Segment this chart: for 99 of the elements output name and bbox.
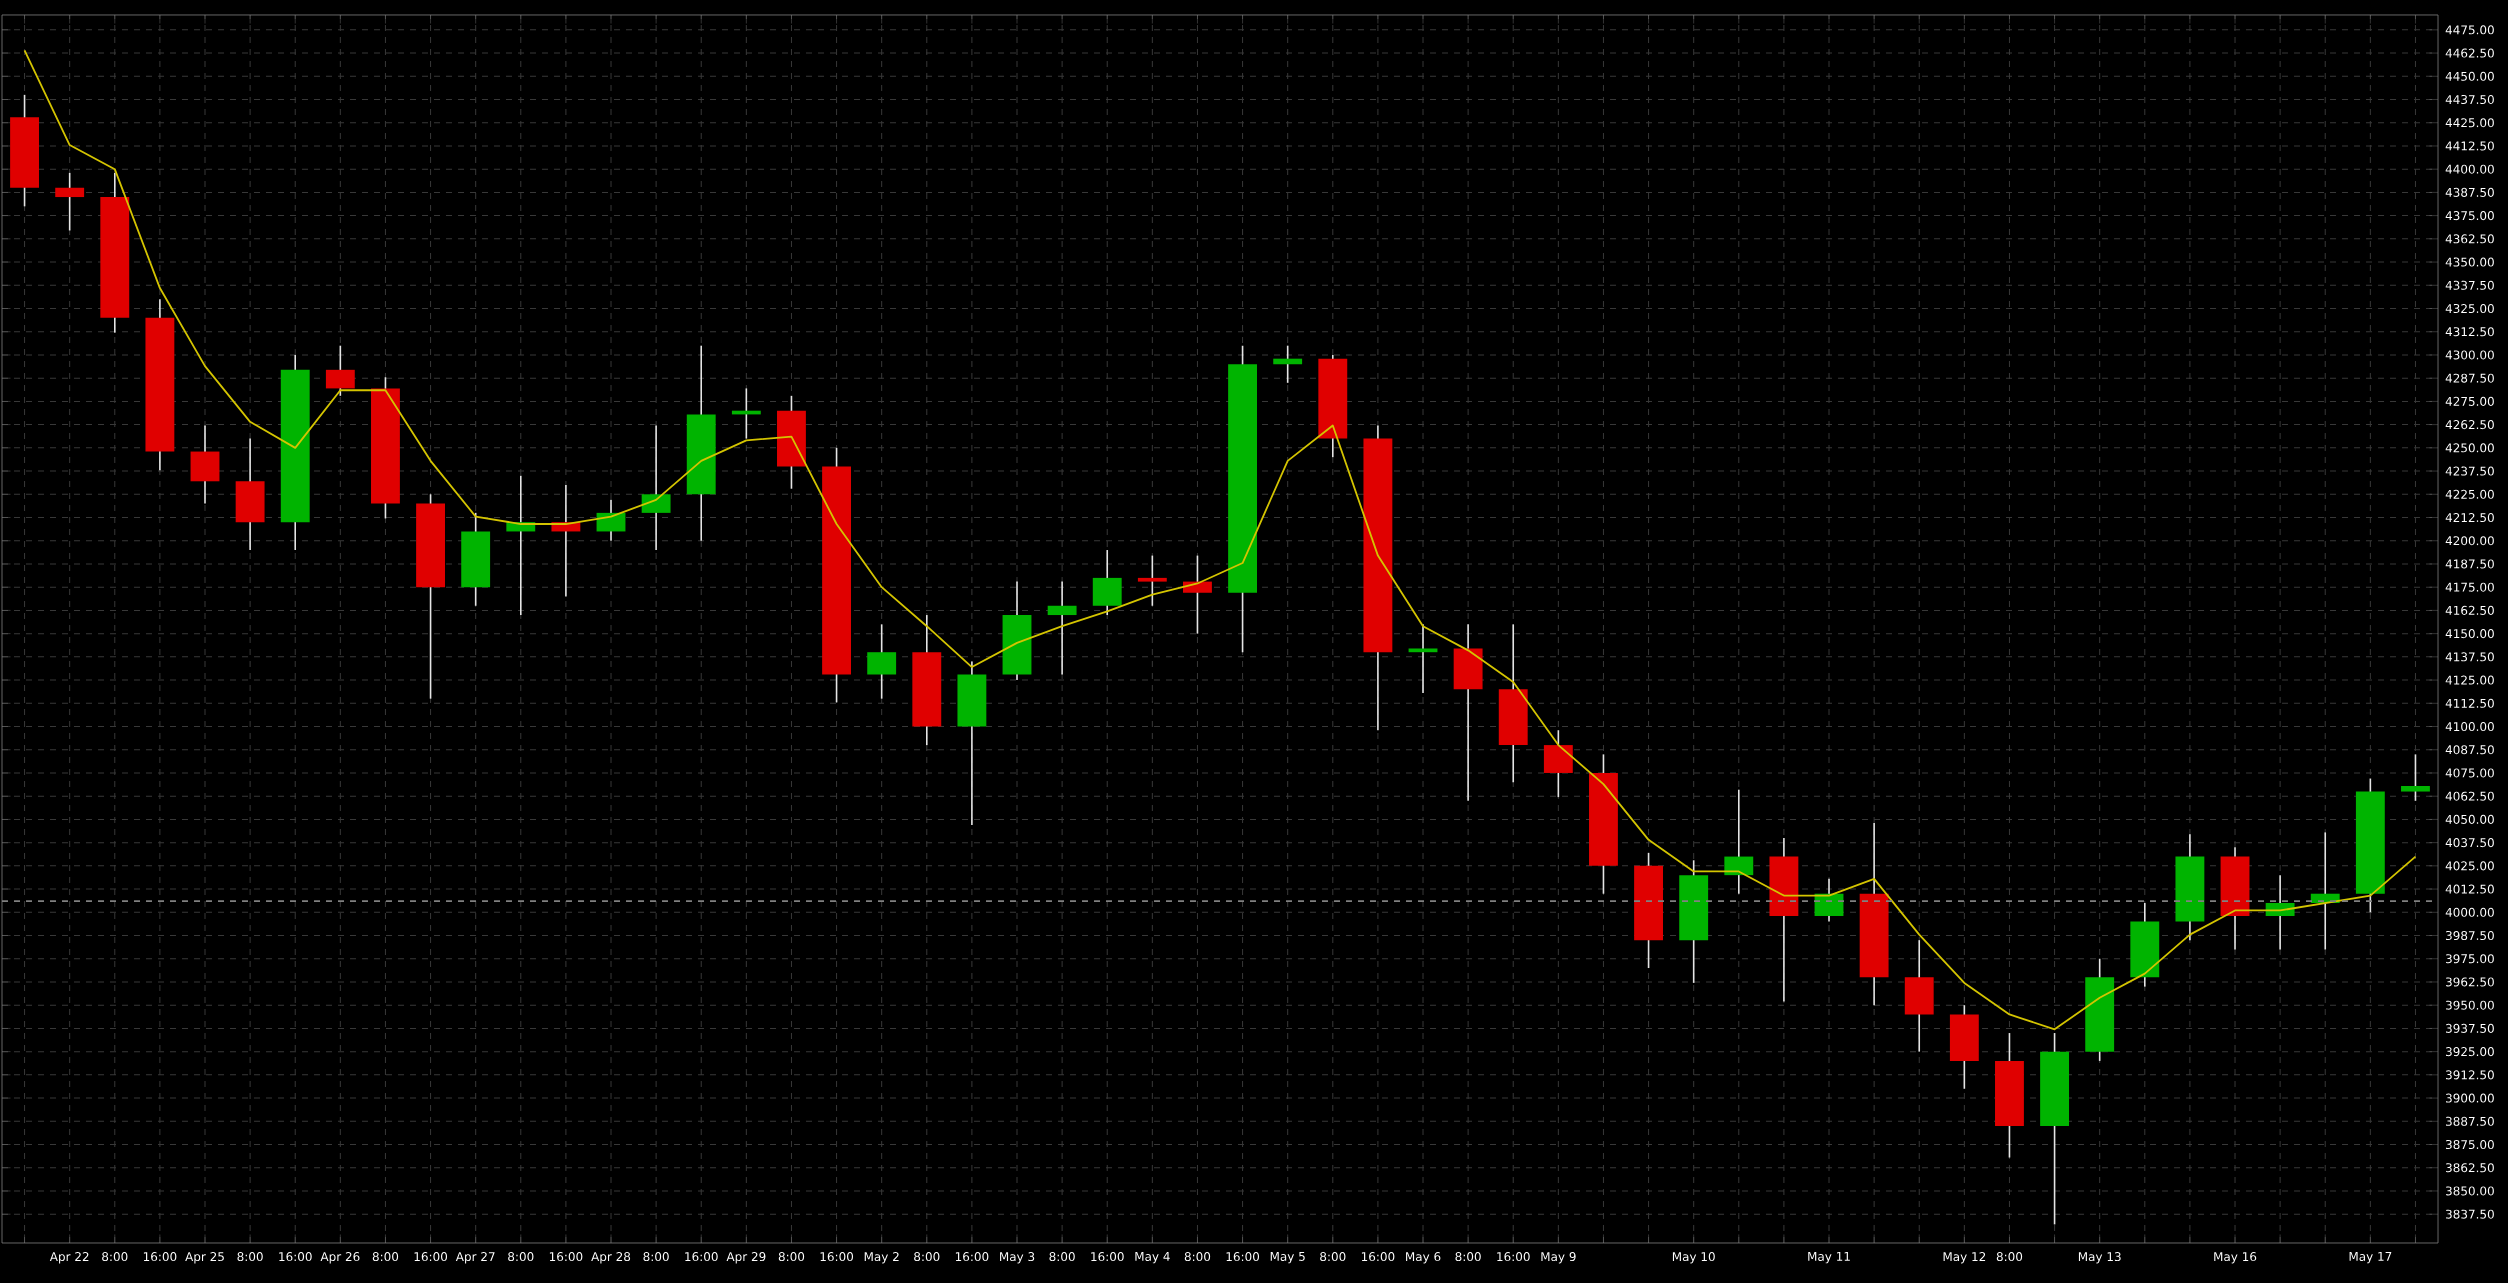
y-tick-label: 4125.00 <box>2445 675 2494 685</box>
x-tick-label: Apr 29 <box>726 1252 766 1264</box>
y-tick-label: 3975.00 <box>2445 954 2494 964</box>
y-tick-label: 3987.50 <box>2445 930 2494 941</box>
y-tick-label: 3937.50 <box>2445 1023 2494 1033</box>
y-tick-label: 4162.50 <box>2445 605 2494 615</box>
x-tick-label: May 12 <box>1943 1252 1986 1264</box>
y-tick-label: 4425.00 <box>2445 118 2494 128</box>
x-tick-label: 16:00 <box>1361 1252 1395 1262</box>
y-tick-label: 3875.00 <box>2445 1139 2494 1150</box>
y-tick-label: 4050.00 <box>2445 814 2494 824</box>
x-tick-label: 16:00 <box>1226 1252 1260 1262</box>
y-tick-label: 4012.50 <box>2445 884 2494 894</box>
y-tick-label: 4412.50 <box>2445 141 2494 151</box>
y-tick-label: 3962.50 <box>2445 977 2494 987</box>
y-tick-label: 4187.50 <box>2445 559 2494 569</box>
x-tick-label: May 4 <box>1135 1252 1170 1264</box>
x-tick-label: 8:00 <box>914 1252 940 1262</box>
x-tick-label: 8:00 <box>508 1252 534 1262</box>
x-tick-label: 8:00 <box>237 1252 263 1262</box>
x-tick-label: 16:00 <box>414 1252 448 1262</box>
x-tick-label: Apr 25 <box>185 1252 224 1264</box>
y-tick-label: 4362.50 <box>2445 234 2494 244</box>
x-tick-label: May 5 <box>1270 1252 1305 1264</box>
x-tick-label: Apr 26 <box>320 1252 360 1264</box>
y-tick-label: 4087.50 <box>2445 745 2494 755</box>
x-tick-label: 8:00 <box>1455 1252 1481 1262</box>
x-tick-label: May 11 <box>1808 1252 1850 1264</box>
x-tick-label: 8:00 <box>372 1252 399 1262</box>
x-tick-label: Apr 28 <box>591 1252 631 1264</box>
y-tick-label: 3862.50 <box>2445 1163 2494 1173</box>
x-tick-label: 16:00 <box>279 1252 312 1262</box>
y-tick-label: 4037.50 <box>2445 838 2494 848</box>
x-tick-label: May 16 <box>2214 1252 2257 1264</box>
x-tick-label: Apr 22 <box>49 1252 89 1264</box>
y-tick-label: 3850.00 <box>2445 1186 2494 1196</box>
x-tick-label: 16:00 <box>1091 1252 1124 1262</box>
y-tick-label: 3837.50 <box>2445 1209 2494 1219</box>
x-tick-label: 16:00 <box>955 1252 989 1262</box>
y-tick-label: 4275.00 <box>2445 396 2494 406</box>
y-tick-label: 4137.50 <box>2445 652 2494 662</box>
y-tick-label: 4000.00 <box>2445 907 2494 917</box>
candlestick <box>1137 554 1167 607</box>
y-tick-label: 4475.00 <box>2445 25 2494 35</box>
y-tick-label: 4375.00 <box>2445 211 2494 221</box>
x-tick-label: 8:00 <box>1320 1252 1346 1262</box>
x-tick-label: May 9 <box>1541 1252 1576 1264</box>
y-tick-label: 3900.00 <box>2445 1093 2494 1103</box>
y-tick-label: 4225.00 <box>2445 489 2494 499</box>
y-tick-label: 4200.00 <box>2445 536 2494 546</box>
y-tick-label: 4100.00 <box>2445 721 2494 732</box>
x-tick-label: 8:00 <box>778 1252 805 1262</box>
y-tick-label: 4250.00 <box>2445 443 2494 453</box>
y-tick-label: 3887.50 <box>2445 1116 2494 1126</box>
y-tick-label: 4150.00 <box>2445 629 2494 639</box>
x-tick-label: May 2 <box>864 1252 899 1264</box>
x-tick-label: 16:00 <box>1497 1252 1530 1262</box>
x-tick-label: 16:00 <box>685 1252 718 1262</box>
y-tick-label: 4387.50 <box>2445 187 2494 197</box>
y-tick-label: 4312.50 <box>2445 327 2494 337</box>
candlestick <box>1408 623 1438 694</box>
candlestick <box>1273 344 1303 384</box>
y-tick-label: 4400.00 <box>2445 164 2494 174</box>
y-tick-label: 4325.00 <box>2445 303 2494 314</box>
y-tick-label: 4212.50 <box>2445 512 2494 523</box>
y-tick-label: 4300.00 <box>2445 350 2494 360</box>
x-tick-label: 8:00 <box>1184 1252 1211 1262</box>
x-tick-label: 16:00 <box>549 1252 583 1262</box>
y-tick-label: 4025.00 <box>2445 861 2494 871</box>
y-tick-label: 4262.50 <box>2445 420 2494 430</box>
y-tick-label: 4350.00 <box>2445 257 2494 267</box>
y-tick-label: 4450.00 <box>2445 71 2494 81</box>
y-tick-label: 4112.50 <box>2445 698 2494 708</box>
y-tick-label: 3925.00 <box>2445 1047 2494 1057</box>
y-tick-label: 4075.00 <box>2445 768 2494 778</box>
candlestick <box>2401 753 2430 802</box>
y-tick-label: 4437.50 <box>2445 94 2494 105</box>
y-tick-label: 4237.50 <box>2445 466 2494 476</box>
x-tick-label: May 13 <box>2078 1252 2121 1264</box>
x-tick-label: 8:00 <box>1049 1252 1075 1262</box>
x-tick-label: 16:00 <box>143 1252 177 1262</box>
y-tick-label: 3950.00 <box>2445 1000 2494 1010</box>
y-tick-label: 4062.50 <box>2445 791 2494 801</box>
x-tick-label: May 6 <box>1406 1252 1441 1264</box>
x-tick-label: May 3 <box>1000 1252 1035 1264</box>
y-tick-label: 4337.50 <box>2445 280 2494 290</box>
x-tick-label: 8:00 <box>643 1252 669 1262</box>
y-tick-label: 4462.50 <box>2445 48 2494 58</box>
candlestick <box>1047 580 1077 676</box>
x-tick-label: 8:00 <box>102 1252 128 1262</box>
x-tick-label: 8:00 <box>1996 1252 2023 1262</box>
y-tick-label: 3912.50 <box>2445 1070 2494 1080</box>
x-tick-label: 16:00 <box>820 1252 854 1262</box>
y-tick-label: 4175.00 <box>2445 582 2494 592</box>
x-tick-label: May 10 <box>1672 1252 1715 1264</box>
y-tick-label: 4287.50 <box>2445 373 2494 383</box>
x-tick-label: May 17 <box>2349 1252 2392 1264</box>
candlestick <box>55 172 85 232</box>
x-tick-label: Apr 27 <box>455 1252 495 1264</box>
